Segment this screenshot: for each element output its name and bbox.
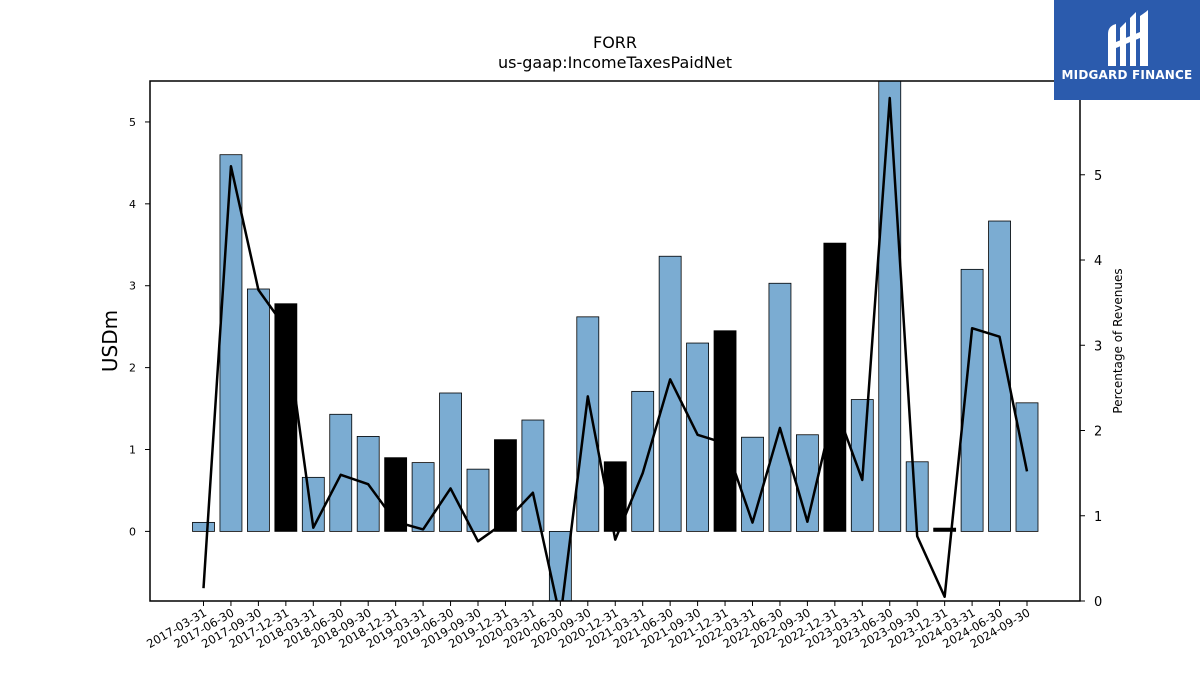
bar-2019-06-30 bbox=[439, 392, 462, 532]
bar-2022-06-30 bbox=[768, 282, 792, 532]
y-tick-label-right: 0 bbox=[1094, 595, 1102, 610]
y-tick-label-left: 5 bbox=[129, 116, 136, 129]
bar-2022-12-31 bbox=[823, 242, 847, 532]
bar-2017-09-30 bbox=[246, 288, 270, 532]
bar-2017-03-31 bbox=[192, 521, 215, 532]
bar-2017-12-31 bbox=[274, 303, 298, 532]
y-tick-label-left: 3 bbox=[129, 280, 136, 293]
revenue-percentage-line bbox=[202, 96, 1029, 601]
bar-2021-12-31 bbox=[713, 330, 737, 532]
bar-2020-06-30 bbox=[548, 530, 572, 601]
logo-text: MIDGARD FINANCE bbox=[1061, 68, 1193, 82]
y-tick-label-right: 5 bbox=[1094, 169, 1102, 184]
y-axis-label-right: Percentage of Revenues bbox=[1111, 268, 1125, 413]
bar-2024-06-30 bbox=[988, 220, 1011, 532]
chart-subtitle: us-gaap:IncomeTaxesPaidNet bbox=[498, 53, 732, 72]
y-tick-label-right: 3 bbox=[1094, 339, 1102, 354]
y-tick-label-right: 2 bbox=[1094, 425, 1102, 440]
bar-2018-06-30 bbox=[329, 413, 353, 532]
y-tick-label-left: 1 bbox=[129, 444, 136, 457]
bar-2020-09-30 bbox=[576, 316, 600, 532]
y-tick-label-right: 4 bbox=[1094, 254, 1102, 269]
midgard-logo-icon bbox=[1108, 10, 1148, 66]
brand-logo: MIDGARD FINANCE bbox=[1054, 0, 1200, 100]
bar-2023-06-30 bbox=[878, 81, 902, 532]
bar-2021-03-31 bbox=[631, 390, 655, 532]
bar-2024-03-31 bbox=[960, 268, 984, 532]
bar-2019-12-31 bbox=[494, 439, 517, 532]
y-tick-label-left: 4 bbox=[129, 198, 136, 211]
y-axis-label-left: USDm bbox=[98, 310, 122, 372]
plot-frame bbox=[149, 80, 1081, 602]
bar-2017-06-30 bbox=[219, 154, 243, 532]
bar-2022-03-31 bbox=[741, 436, 764, 532]
y-tick-label-left: 0 bbox=[129, 525, 136, 538]
bar-2019-09-30 bbox=[466, 468, 490, 532]
bar-2023-12-31 bbox=[933, 527, 957, 532]
y-tick-label-left: 2 bbox=[129, 362, 136, 375]
bar-2020-03-31 bbox=[521, 419, 545, 532]
bar-2019-03-31 bbox=[411, 462, 435, 532]
bar-2021-06-30 bbox=[658, 255, 682, 532]
y-tick-label-right: 1 bbox=[1094, 510, 1102, 525]
chart-title: FORR bbox=[593, 33, 637, 52]
